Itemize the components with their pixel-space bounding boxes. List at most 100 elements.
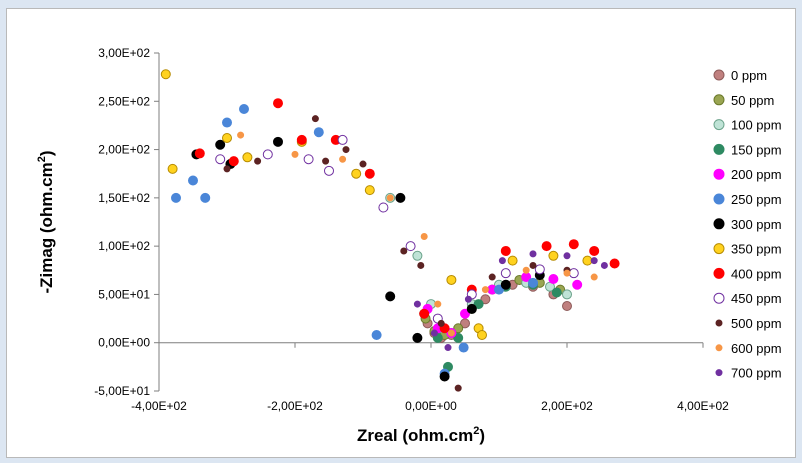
data-point [222, 132, 232, 143]
legend-label: 700 ppm [731, 366, 782, 381]
legend-marker [713, 69, 725, 81]
data-point [215, 139, 226, 150]
data-point [437, 319, 445, 327]
data-point [222, 117, 232, 128]
data-point [434, 300, 442, 308]
data-point [444, 344, 452, 352]
data-point [395, 192, 406, 203]
data-point [460, 318, 470, 329]
data-point [589, 245, 600, 256]
data-point [568, 239, 579, 250]
data-point [464, 295, 472, 303]
x-tick-label: -2,00E+02 [267, 399, 323, 413]
data-point [453, 332, 464, 343]
data-point [590, 257, 598, 265]
data-point [342, 146, 350, 154]
legend-label: 50 ppm [731, 93, 774, 108]
data-point [400, 247, 408, 255]
data-point [568, 268, 579, 279]
data-point [364, 185, 375, 196]
data-point [460, 308, 470, 319]
data-point [551, 287, 562, 298]
series-100-ppm [385, 192, 572, 339]
y-tick-label: 1,50E+02 [98, 191, 150, 205]
data-point [590, 273, 598, 281]
data-point [405, 241, 416, 252]
data-point [223, 165, 231, 173]
data-point [239, 104, 249, 115]
data-point [311, 115, 319, 123]
series-250-ppm [171, 104, 538, 379]
legend-label: 600 ppm [731, 341, 782, 356]
data-point [447, 329, 455, 337]
data-point [386, 194, 394, 202]
data-point [507, 255, 518, 266]
legend-label: 300 ppm [731, 217, 782, 232]
legend-label: 0 ppm [731, 68, 767, 83]
legend-label: 100 ppm [731, 118, 782, 133]
axes-layer: -5,00E+01 0,00E+00 5,00E+01 1,00E+02 1,50E+0… [36, 46, 729, 445]
data-point [215, 154, 226, 165]
y-tick-label: 0,00E+00 [98, 336, 150, 350]
legend-label: 350 ppm [731, 242, 782, 257]
data-point [582, 255, 593, 266]
data-point [242, 152, 253, 163]
data-point [522, 266, 530, 274]
data-point [359, 160, 367, 168]
y-tick-label: 1,00E+02 [98, 239, 150, 253]
data-point [413, 300, 421, 308]
data-point [385, 291, 396, 302]
data-point [498, 257, 506, 265]
data-point [200, 192, 211, 203]
data-point [303, 154, 314, 165]
series-500-ppm [223, 115, 571, 392]
data-point [430, 329, 438, 337]
data-point [296, 134, 307, 145]
y-tick-label: 3,00E+02 [98, 46, 150, 60]
data-point [500, 268, 511, 279]
x-axis-title: Zreal (ohm.cm2) [357, 425, 485, 445]
series-400-ppm [194, 98, 620, 334]
data-point [480, 294, 491, 305]
data-point [458, 342, 469, 353]
series-700-ppm [413, 250, 608, 352]
data-point [364, 168, 375, 179]
x-tick-label: -4,00E+02 [131, 399, 187, 413]
data-point [563, 252, 571, 260]
data-point [273, 98, 283, 109]
legend-marker [713, 267, 725, 279]
x-tick-label: 0,00E+00 [405, 399, 457, 413]
data-point [563, 269, 571, 277]
y-tick-label: 5,00E+01 [98, 287, 150, 301]
data-point [167, 163, 178, 174]
data-point [446, 274, 457, 285]
data-point [529, 250, 537, 258]
legend-marker [715, 344, 723, 352]
legend-marker [713, 218, 725, 230]
legend-marker [715, 319, 723, 327]
legend-label: 200 ppm [731, 167, 782, 182]
data-point [439, 371, 450, 382]
data-point [481, 286, 489, 294]
data-point [171, 192, 181, 203]
data-point [339, 155, 347, 163]
legend-marker [713, 119, 725, 131]
data-point [412, 250, 423, 261]
points-layer [160, 69, 620, 392]
data-point [466, 303, 477, 314]
data-point [378, 202, 389, 213]
data-point [273, 136, 283, 147]
data-point [324, 165, 334, 176]
data-point [500, 279, 511, 290]
data-point [548, 250, 559, 261]
data-point [541, 241, 552, 252]
data-point [194, 148, 205, 159]
legend-label: 450 ppm [731, 291, 782, 306]
x-tick-label: 4,00E+02 [677, 399, 729, 413]
y-tick-label: -5,00E+01 [94, 384, 150, 398]
data-point [453, 323, 464, 334]
data-point [529, 261, 537, 269]
legend-label: 150 ppm [731, 142, 782, 157]
series-350-ppm [160, 69, 593, 340]
legend-label: 500 ppm [731, 316, 782, 331]
